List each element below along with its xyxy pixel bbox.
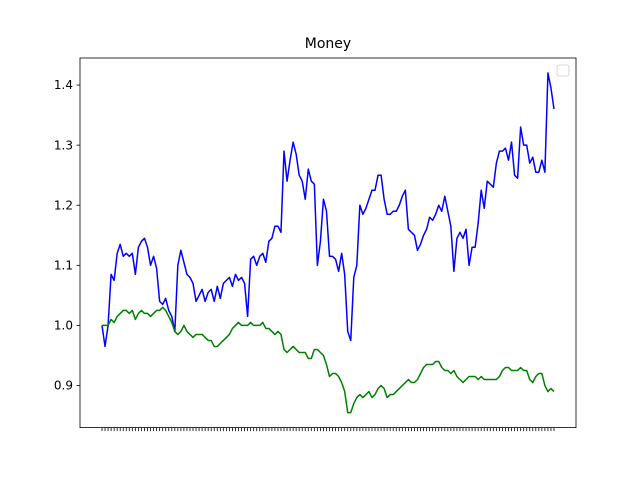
y-tick-label: 1.3 (54, 138, 73, 152)
x-axis (101, 427, 555, 432)
legend-box (556, 64, 570, 77)
y-tick-label: 1.0 (54, 319, 73, 333)
y-tick-label: 1.2 (54, 198, 73, 212)
axes-frame (79, 57, 577, 429)
plot-area (101, 72, 555, 414)
series-line-1 (101, 72, 555, 348)
y-tick-label: 1.1 (54, 259, 73, 273)
y-tick-label: 0.9 (54, 379, 73, 393)
y-axis: 0.9 1.0 1.1 1.2 1.3 1.4 (54, 78, 80, 393)
series-line-2 (102, 306, 555, 414)
chart-title: Money (305, 36, 351, 52)
y-tick-label: 1.4 (54, 78, 73, 92)
